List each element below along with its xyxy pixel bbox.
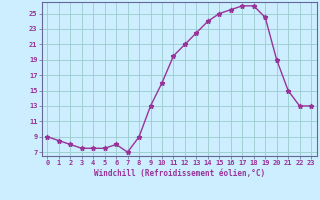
X-axis label: Windchill (Refroidissement éolien,°C): Windchill (Refroidissement éolien,°C) — [94, 169, 265, 178]
